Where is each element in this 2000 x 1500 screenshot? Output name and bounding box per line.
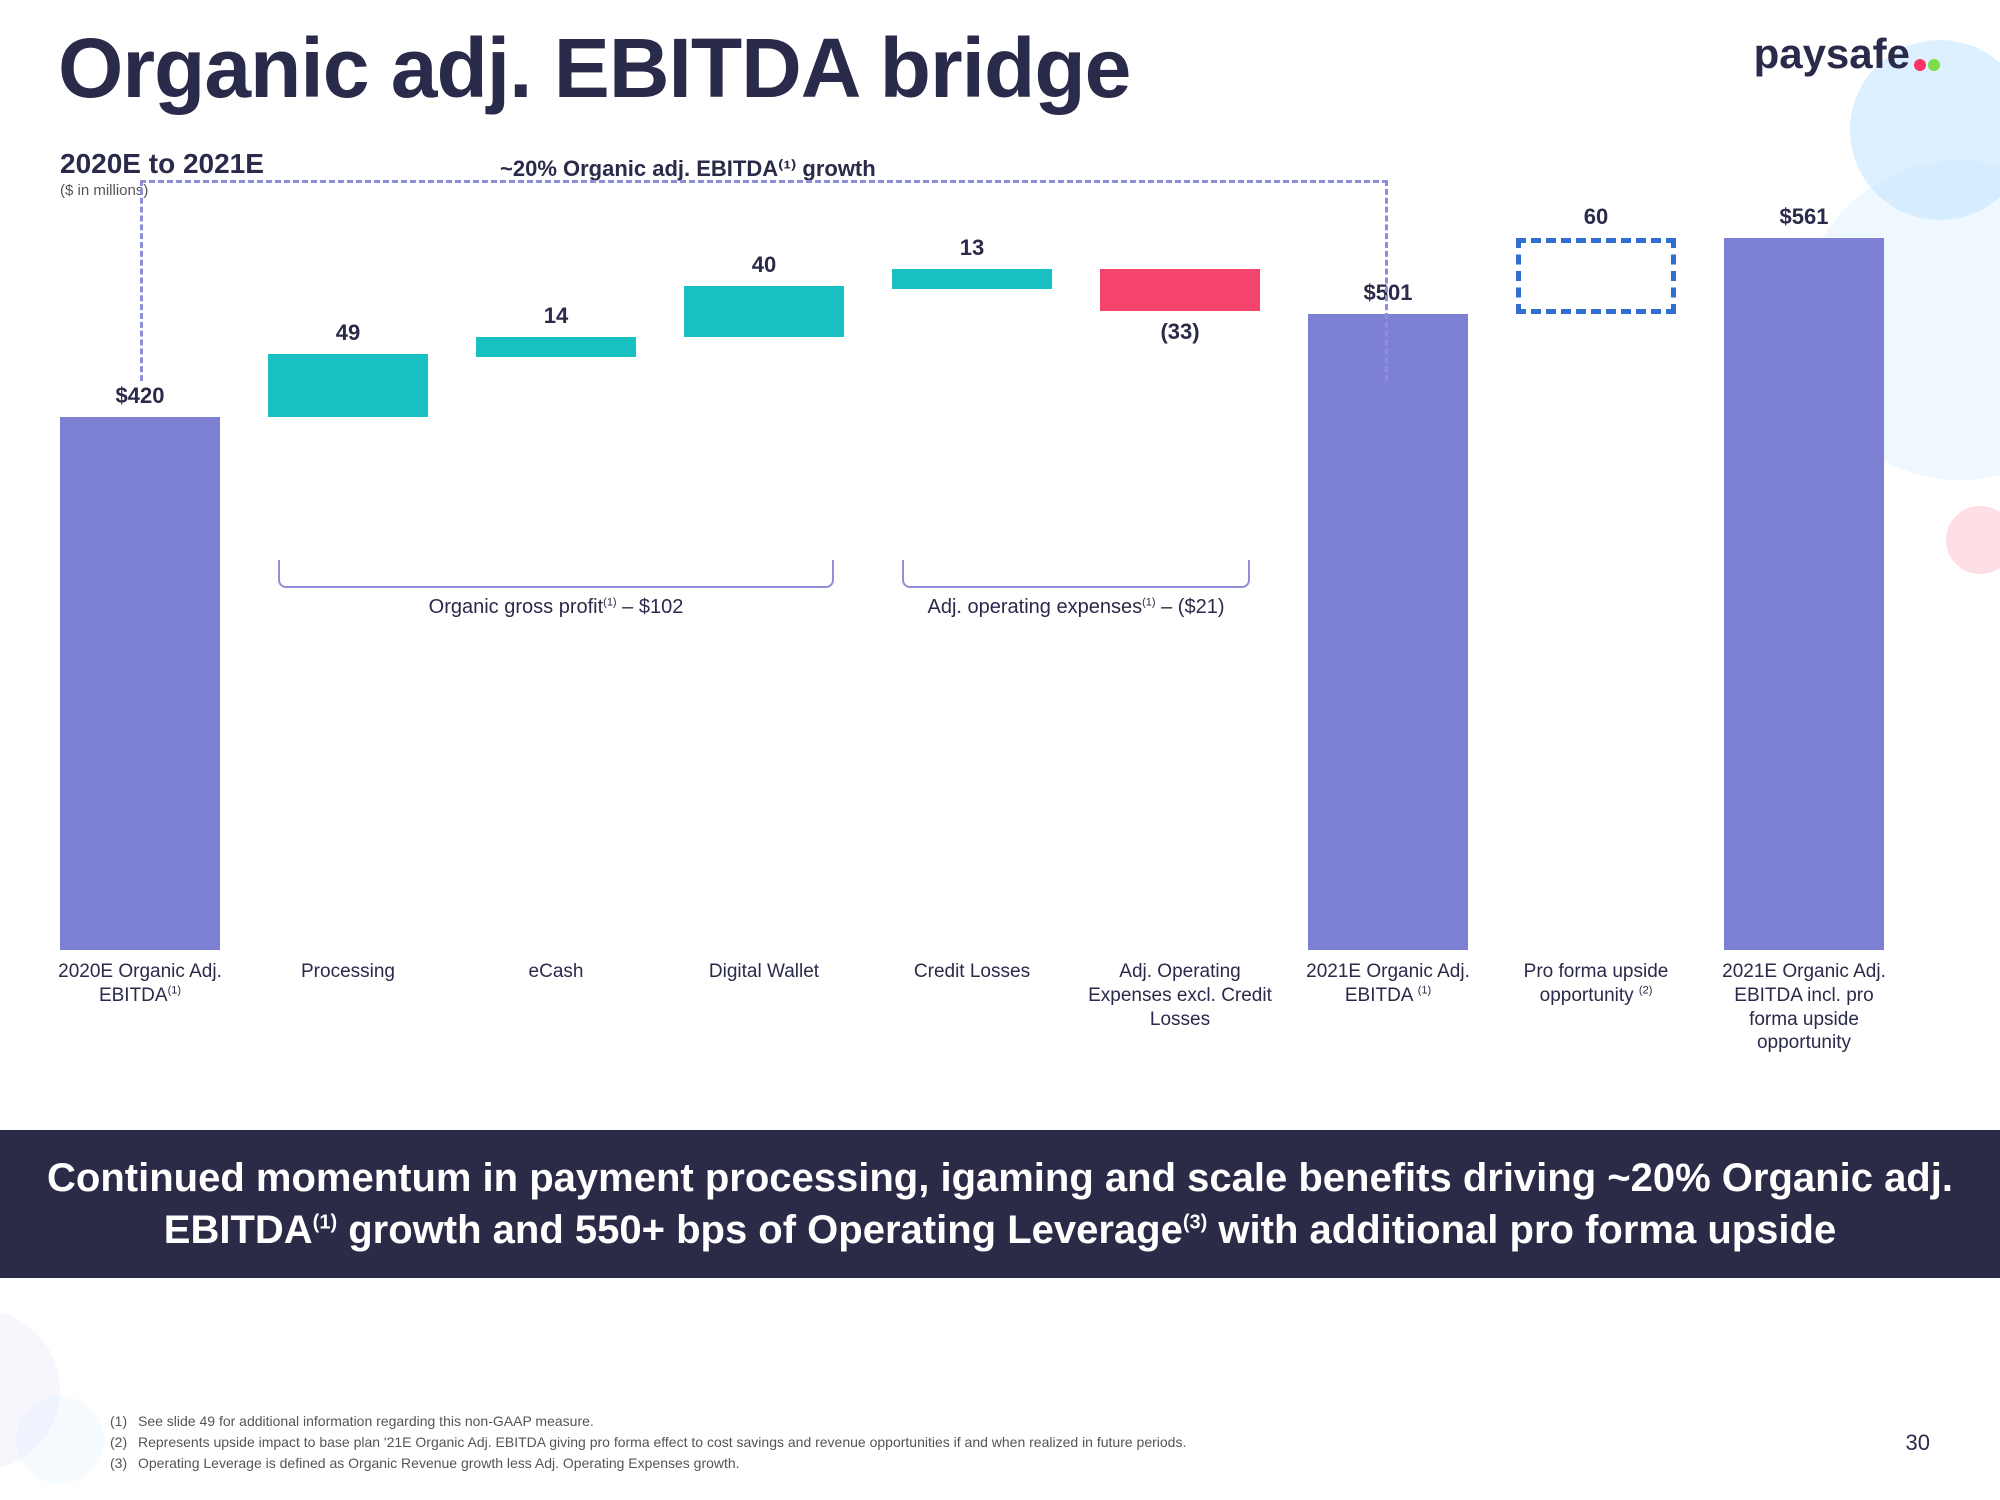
bar-category-label: Processing xyxy=(253,960,443,984)
subtitle: 2020E to 2021E xyxy=(60,148,264,180)
bar-value-label: 60 xyxy=(1506,204,1686,230)
group-bracket xyxy=(278,560,834,588)
group-bracket xyxy=(902,560,1250,588)
footnote: (2)Represents upside impact to base plan… xyxy=(110,1432,1186,1453)
logo-dot-pink-icon xyxy=(1914,59,1926,71)
logo-dots xyxy=(1914,33,1940,81)
bar-category-label: Digital Wallet xyxy=(669,960,859,984)
page-title: Organic adj. EBITDA bridge xyxy=(58,20,1130,117)
bar-0 xyxy=(60,417,220,950)
brand-logo: paysafe xyxy=(1754,30,1940,81)
logo-dot-green-icon xyxy=(1928,59,1940,71)
bar-7 xyxy=(1516,238,1676,314)
bar-category-label: 2021E Organic Adj. EBITDA incl. pro form… xyxy=(1709,960,1899,1055)
bar-category-label: eCash xyxy=(461,960,651,984)
bar-category-label: Adj. Operating Expenses excl. Credit Los… xyxy=(1085,960,1275,1031)
bar-category-label: 2021E Organic Adj. EBITDA (1) xyxy=(1293,960,1483,1008)
deco-circle xyxy=(1946,506,2000,574)
footnote: (1)See slide 49 for additional informati… xyxy=(110,1411,1186,1432)
logo-text: paysafe xyxy=(1754,30,1910,77)
ebitda-bridge-chart: $4202020E Organic Adj. EBITDA(1)49Proces… xyxy=(60,190,1940,1030)
growth-span-bracket xyxy=(140,180,1388,381)
deco-circle xyxy=(16,1396,104,1484)
page-number: 30 xyxy=(1906,1430,1930,1456)
growth-span-label: ~20% Organic adj. EBITDA⁽¹⁾ growth xyxy=(500,156,876,182)
summary-banner-text: Continued momentum in payment processing… xyxy=(40,1152,1960,1256)
footnote: (3)Operating Leverage is defined as Orga… xyxy=(110,1453,1186,1474)
slide: Organic adj. EBITDA bridge paysafe 2020E… xyxy=(0,0,2000,1500)
summary-banner: Continued momentum in payment processing… xyxy=(0,1130,2000,1278)
footnotes: (1)See slide 49 for additional informati… xyxy=(110,1411,1186,1474)
bar-category-label: 2020E Organic Adj. EBITDA(1) xyxy=(45,960,235,1008)
group-bracket-label: Adj. operating expenses(1) – ($21) xyxy=(902,596,1250,619)
group-bracket-label: Organic gross profit(1) – $102 xyxy=(278,596,834,619)
bar-category-label: Credit Losses xyxy=(877,960,1067,984)
bar-value-label: $420 xyxy=(50,383,230,409)
bar-value-label: $561 xyxy=(1714,204,1894,230)
bar-6 xyxy=(1308,314,1468,950)
bar-8 xyxy=(1724,238,1884,950)
bar-category-label: Pro forma upside opportunity (2) xyxy=(1501,960,1691,1008)
